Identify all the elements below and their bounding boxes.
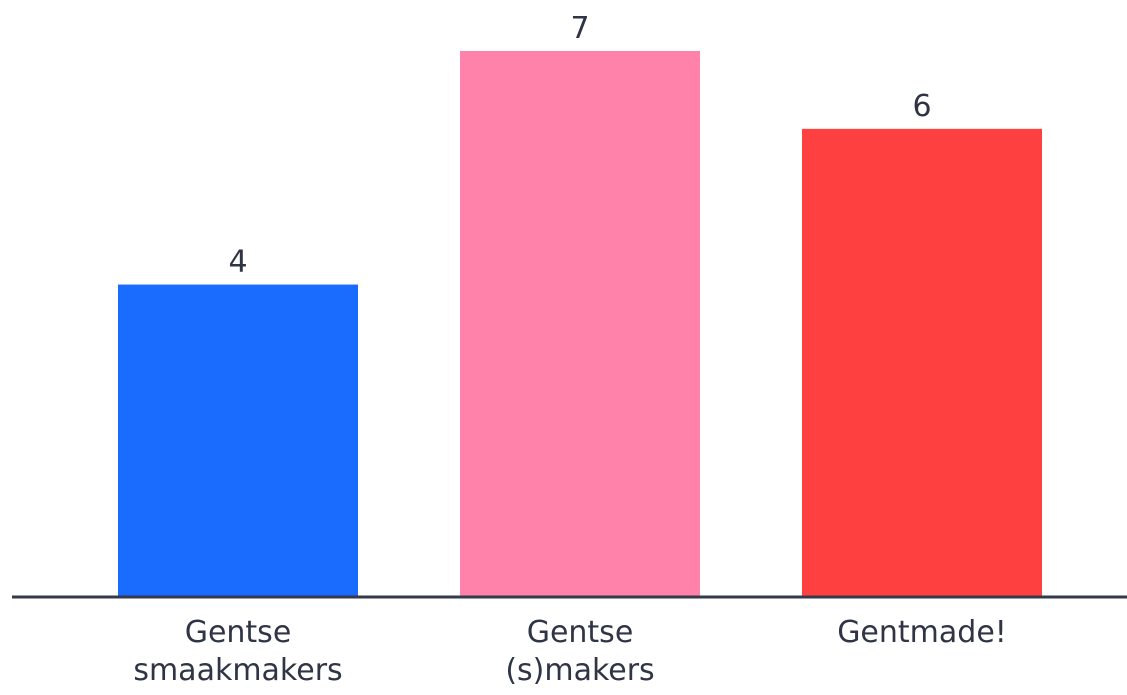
- bar-value-label-1: 4: [228, 245, 247, 280]
- bar-1: [118, 284, 358, 596]
- x-tick-label-1-line-1: Gentse: [185, 615, 292, 650]
- x-tick-label-1: Gentse smaakmakers: [133, 615, 342, 688]
- bar-value-label-2: 7: [570, 11, 589, 46]
- x-tick-label-2: Gentse (s)makers: [505, 615, 654, 688]
- x-tick-label-2-line-1: Gentse: [527, 615, 634, 650]
- x-tick-label-3-line-1: Gentmade!: [837, 615, 1007, 650]
- bar-3: [802, 128, 1042, 596]
- bar-value-label-3: 6: [912, 89, 931, 124]
- x-tick-label-3: Gentmade!: [837, 615, 1007, 650]
- bar-2: [460, 51, 700, 596]
- x-tick-label-1-line-2: smaakmakers: [133, 653, 342, 688]
- x-tick-label-2-line-2: (s)makers: [505, 653, 654, 688]
